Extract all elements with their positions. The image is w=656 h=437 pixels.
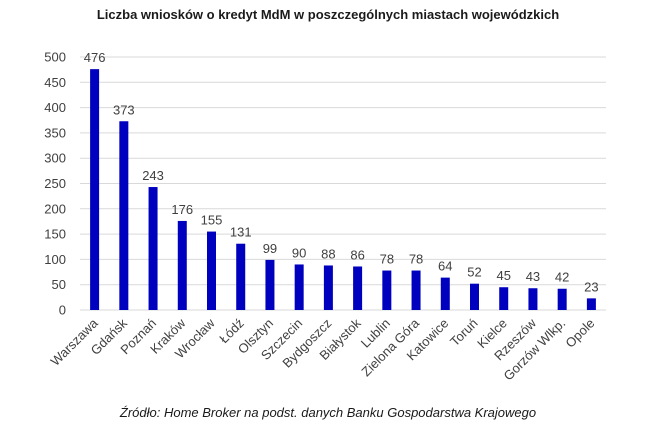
data-label: 78: [380, 252, 394, 267]
bar: [586, 298, 596, 310]
y-tick-label: 300: [44, 151, 66, 166]
data-label: 131: [230, 225, 252, 240]
data-label: 476: [84, 50, 106, 65]
bar: [294, 264, 304, 310]
chart-source-note: Źródło: Home Broker na podst. danych Ban…: [119, 405, 537, 420]
bar: [353, 266, 363, 310]
bar: [411, 270, 421, 310]
data-label: 88: [321, 246, 335, 261]
data-label: 45: [496, 268, 510, 283]
data-label: 23: [584, 279, 598, 294]
y-tick-label: 0: [59, 303, 66, 318]
bar: [323, 265, 333, 310]
x-tick-label: Toruń: [447, 316, 481, 350]
y-tick-label: 500: [44, 50, 66, 65]
y-tick-label: 250: [44, 176, 66, 191]
bar: [236, 243, 246, 310]
y-tick-label: 350: [44, 125, 66, 140]
data-label: 86: [350, 247, 364, 262]
bars: [90, 69, 596, 311]
chart-title: Liczba wniosków o kredyt MdM w poszczegó…: [96, 7, 560, 22]
bar: [148, 187, 158, 310]
data-label: 64: [438, 259, 452, 274]
bar: [207, 231, 216, 310]
data-label: 78: [409, 252, 423, 267]
grid-lines: [80, 56, 606, 311]
bar: [265, 259, 275, 310]
y-tick-label: 450: [44, 75, 66, 90]
bar: [499, 287, 509, 310]
bar: [177, 220, 187, 310]
data-label: 176: [171, 202, 193, 217]
y-axis-tick-labels: 0 50 100 150 200 250 300 350 400 450 500: [44, 50, 66, 318]
x-tick-label: Opole: [562, 316, 597, 351]
data-label: 43: [526, 269, 540, 284]
bar: [528, 288, 538, 310]
data-label: 52: [467, 265, 481, 280]
y-tick-label: 400: [44, 100, 66, 115]
data-label: 99: [263, 241, 277, 256]
y-tick-label: 100: [44, 252, 66, 267]
bar: [470, 283, 479, 310]
bar: [119, 121, 129, 311]
x-axis-category-labels: WarszawaGdańskPoznańKrakówWrocławŁódźOls…: [48, 315, 598, 383]
data-labels: 476 373 243 176 155 131 99 90 88 86 78 78 64 52 45 43 42…: [84, 50, 599, 294]
y-tick-label: 50: [52, 277, 66, 292]
data-label: 42: [555, 270, 569, 285]
data-label: 90: [292, 245, 306, 260]
data-label: 155: [201, 213, 223, 228]
y-tick-label: 150: [44, 227, 66, 242]
bar: [557, 288, 567, 310]
y-tick-label: 200: [44, 201, 66, 216]
data-label: 373: [113, 102, 135, 117]
bar: [440, 277, 450, 310]
data-label: 243: [142, 168, 164, 183]
bar: [90, 69, 100, 310]
bar: [382, 270, 392, 310]
